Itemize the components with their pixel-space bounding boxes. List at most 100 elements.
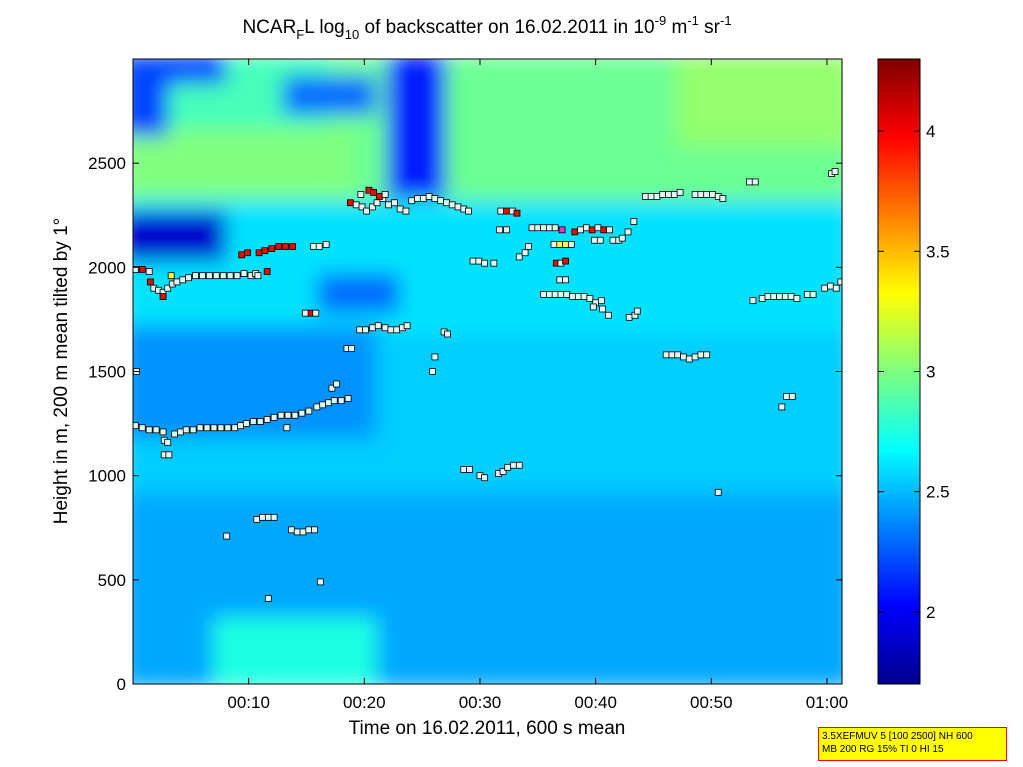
- data-marker: [173, 278, 181, 286]
- data-marker: [244, 249, 251, 257]
- data-marker: [703, 191, 711, 198]
- data-marker: [138, 424, 146, 432]
- data-marker: [238, 251, 246, 259]
- data-marker: [419, 195, 427, 202]
- data-marker: [837, 278, 842, 286]
- data-marker: [253, 516, 261, 523]
- data-marker: [574, 293, 582, 300]
- data-marker: [448, 201, 456, 209]
- data-marker: [466, 466, 473, 473]
- data-marker: [481, 259, 489, 267]
- data-marker: [606, 226, 613, 234]
- colorbar-tick-label: 3.5: [926, 242, 950, 261]
- data-marker: [192, 272, 199, 280]
- data-marker: [481, 474, 489, 482]
- data-marker: [465, 207, 472, 215]
- data-marker: [550, 241, 558, 248]
- data-marker: [362, 326, 369, 334]
- data-marker: [305, 407, 313, 415]
- y-tick-label: 2500: [88, 154, 126, 173]
- data-marker: [697, 351, 705, 359]
- data-marker: [330, 397, 338, 405]
- data-marker: [609, 236, 617, 244]
- data-marker: [563, 291, 571, 298]
- data-marker: [764, 293, 772, 300]
- data-marker: [540, 224, 547, 232]
- data-marker: [709, 191, 716, 198]
- y-tick-label: 2000: [88, 258, 126, 277]
- data-marker: [171, 430, 179, 438]
- data-marker: [328, 384, 336, 392]
- data-marker: [205, 272, 213, 280]
- data-marker: [431, 353, 439, 361]
- colorbar-gradient: [877, 58, 921, 685]
- data-marker: [370, 188, 377, 196]
- data-marker: [316, 578, 324, 586]
- data-marker: [515, 253, 523, 261]
- data-marker: [510, 461, 517, 469]
- data-marker: [641, 193, 649, 200]
- data-marker: [793, 295, 801, 302]
- colorbar-tick-label: 2.5: [926, 483, 950, 502]
- data-marker: [145, 268, 153, 275]
- data-marker: [668, 351, 676, 359]
- data-marker: [469, 257, 477, 265]
- data-marker: [647, 193, 655, 200]
- data-marker: [569, 293, 576, 300]
- data-marker: [832, 284, 840, 292]
- x-axis-ticks: 00:10 00:20 00:30 00:40 00:50 01:00: [227, 59, 848, 712]
- data-marker: [513, 209, 521, 217]
- data-marker: [182, 426, 190, 434]
- data-marker: [525, 243, 532, 250]
- colorbar-tick-label: 2: [926, 603, 935, 622]
- data-marker: [562, 241, 569, 248]
- data-marker: [577, 226, 585, 234]
- data-marker: [809, 291, 817, 298]
- data-marker: [263, 268, 271, 275]
- data-marker: [348, 345, 355, 352]
- data-marker: [223, 532, 231, 540]
- data-marker: [558, 226, 566, 234]
- data-marker: [344, 395, 352, 402]
- data-marker: [333, 380, 340, 388]
- data-marker: [374, 322, 382, 330]
- data-marker: [357, 191, 365, 198]
- data-marker: [325, 399, 332, 407]
- data-marker: [425, 193, 433, 200]
- settings-line-1: 3.5XEFMUV 5 [100 2500] NH 600: [822, 731, 973, 742]
- data-marker: [263, 416, 271, 423]
- data-marker: [381, 191, 389, 198]
- data-marker: [159, 293, 167, 300]
- data-marker: [490, 259, 498, 267]
- data-marker: [165, 451, 173, 459]
- data-marker: [408, 197, 416, 205]
- data-marker: [133, 266, 139, 273]
- data-marker: [719, 195, 727, 202]
- data-marker: [259, 513, 266, 521]
- data-marker: [659, 191, 667, 198]
- data-marker: [282, 243, 290, 250]
- data-marker: [196, 424, 204, 432]
- data-marker: [665, 191, 672, 198]
- data-marker: [167, 272, 175, 280]
- x-tick-label: 00:40: [574, 693, 617, 712]
- data-marker: [685, 355, 693, 363]
- data-marker: [203, 424, 211, 432]
- data-marker: [352, 201, 360, 209]
- data-marker: [288, 526, 295, 534]
- data-marker: [831, 168, 839, 175]
- colorbar-ticks: 2 2.5 3 3.5 4: [878, 122, 950, 622]
- data-marker: [460, 466, 468, 473]
- data-marker: [358, 203, 366, 211]
- y-tick-label: 1500: [88, 363, 126, 382]
- data-marker: [301, 309, 309, 317]
- y-tick-label: 0: [117, 675, 126, 694]
- data-marker: [431, 195, 439, 202]
- data-marker: [571, 228, 579, 236]
- data-marker: [624, 228, 632, 236]
- data-marker: [403, 322, 411, 330]
- y-tick-label: 1000: [88, 467, 126, 486]
- data-marker: [310, 243, 317, 250]
- data-marker: [496, 226, 504, 234]
